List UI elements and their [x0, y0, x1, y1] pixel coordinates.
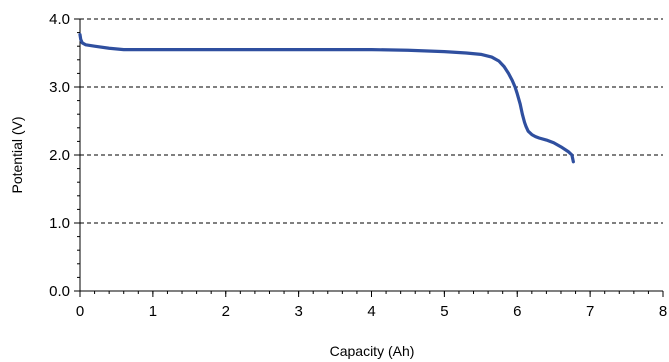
- x-tick-label: 1: [149, 303, 157, 320]
- y-axis-title: Potential (V): [9, 116, 25, 193]
- x-tick-label: 8: [659, 303, 667, 320]
- y-tick-label: 4.0: [49, 11, 70, 28]
- plot-area: [78, 33, 575, 164]
- minor-ticks: [77, 18, 664, 294]
- y-tick-label: 1.0: [49, 215, 70, 232]
- x-tick-labels: 0 1 2 3 4 5 6 7 8: [76, 303, 667, 320]
- y-tick-label: 0.0: [49, 283, 70, 300]
- x-tick-label: 0: [76, 303, 84, 320]
- axes: [74, 18, 664, 297]
- x-tick-label: 6: [513, 303, 521, 320]
- y-tick-label: 3.0: [49, 79, 70, 96]
- x-tick-label: 2: [222, 303, 230, 320]
- x-axis-title: Capacity (Ah): [330, 343, 415, 359]
- x-tick-label: 4: [367, 303, 375, 320]
- x-tick-label: 3: [294, 303, 302, 320]
- y-tick-label: 2.0: [49, 147, 70, 164]
- x-tick-label: 7: [586, 303, 594, 320]
- y-tick-labels: 0.0 1.0 2.0 3.0 4.0: [49, 11, 70, 300]
- grid-lines: [80, 18, 663, 224]
- x-tick-label: 5: [440, 303, 448, 320]
- series-line-0: [78, 33, 575, 164]
